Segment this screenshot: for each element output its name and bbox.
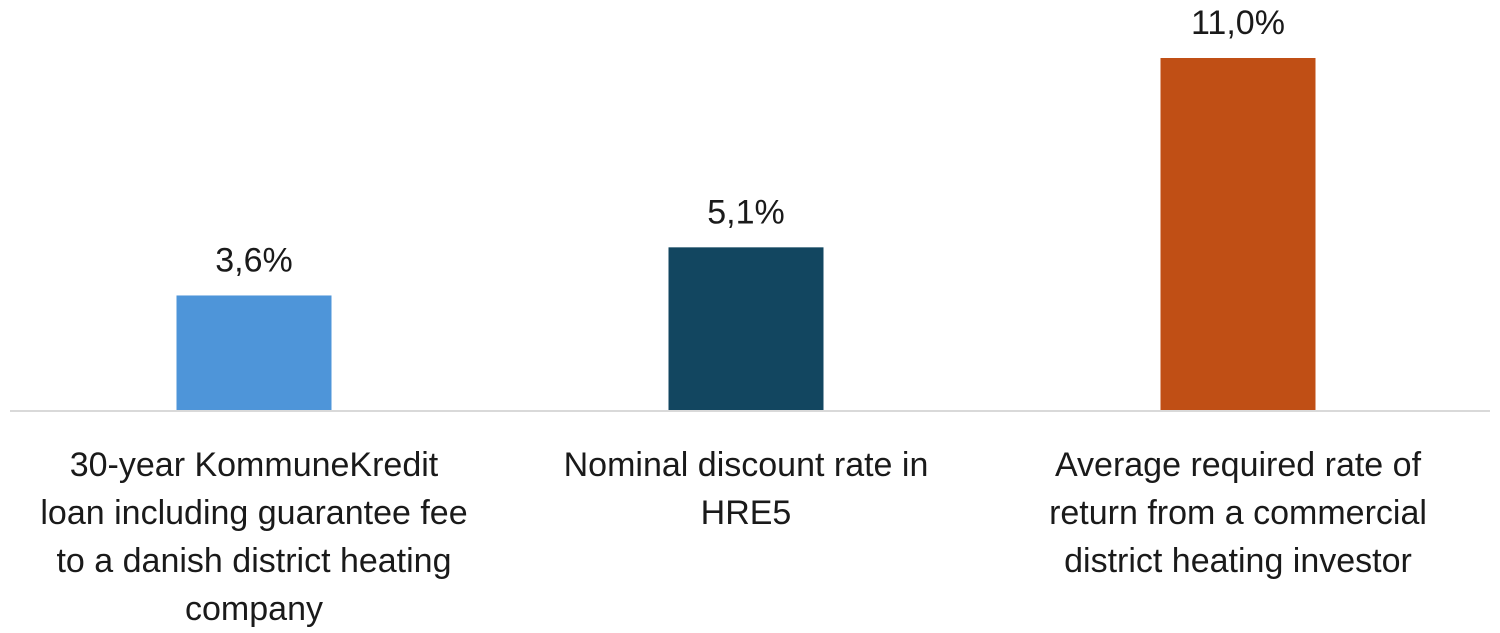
category-label-2-line-1: Nominal discount rate in [563, 446, 929, 484]
data-label-1: 3,6% [215, 241, 293, 279]
category-label-3: Average required rate of return from a co… [988, 441, 1488, 585]
category-label-2: Nominal discount rate in HRE5 [496, 441, 996, 537]
category-label-1: 30-year KommuneKredit loan including guar… [4, 441, 504, 633]
category-label-1-line-2: loan including guarantee fee [40, 494, 468, 532]
category-label-2-line-2: HRE5 [700, 494, 792, 532]
category-label-1-line-1: 30-year KommuneKredit [69, 446, 439, 484]
bar-1 [176, 295, 332, 411]
category-label-3-line-3: district heating investor [1064, 542, 1412, 580]
category-label-3-line-2: return from a commercial [1049, 494, 1427, 532]
data-label-3: 11,0% [1191, 4, 1285, 42]
category-label-3-line-1: Average required rate of [1054, 446, 1422, 484]
data-label-2: 5,1% [707, 193, 785, 231]
category-label-1-line-4: company [185, 590, 323, 628]
data-labels-group: 3,6% 5,1% 11,0% [215, 4, 1285, 279]
bar-3 [1160, 58, 1316, 411]
bars-group [176, 58, 1316, 411]
bar-2 [668, 247, 824, 411]
category-label-1-line-3: to a danish district heating [56, 542, 452, 580]
